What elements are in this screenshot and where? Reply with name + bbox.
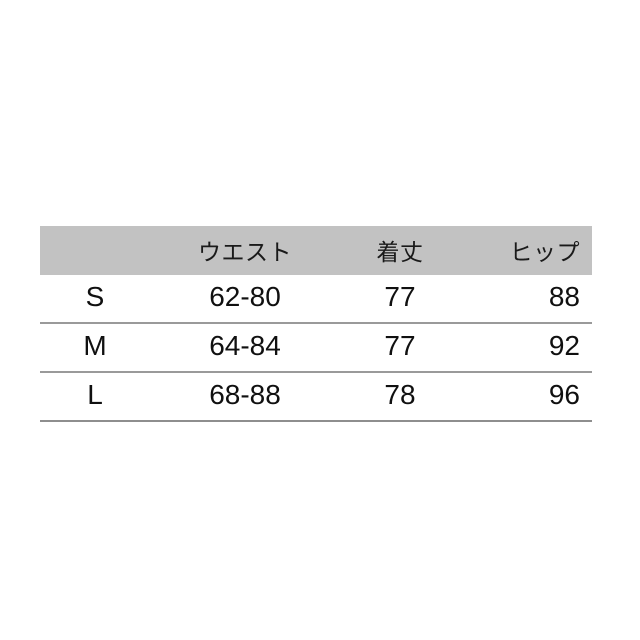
cell-size-value: L [87,379,103,410]
cell-size-value: M [83,330,107,361]
cell-hip: 92 [470,323,592,373]
table-row: L 68-88 78 96 [40,372,592,422]
cell-length: 77 [340,275,470,324]
cell-hip-value: 88 [548,281,580,312]
cell-size: L [40,372,160,422]
cell-length: 77 [340,323,470,373]
cell-hip: 88 [470,275,592,324]
column-header-waist-label: ウエスト [198,238,292,265]
size-chart-table: ウエスト 着丈 ヒップ S 62-80 77 [40,226,592,422]
cell-hip-value: 96 [548,379,580,410]
cell-waist-value: 68-88 [209,379,281,410]
cell-hip: 96 [470,372,592,422]
table-row: M 64-84 77 92 [40,323,592,373]
cell-length-value: 78 [384,379,416,410]
table-header: ウエスト 着丈 ヒップ [40,226,592,275]
cell-size: S [40,275,160,324]
column-header-waist: ウエスト [160,226,340,275]
cell-waist: 62-80 [160,275,340,324]
column-header-hip: ヒップ [470,226,592,275]
table-header-row: ウエスト 着丈 ヒップ [40,226,592,275]
cell-size: M [40,323,160,373]
column-header-length: 着丈 [340,226,470,275]
column-header-length-label: 着丈 [376,238,424,265]
cell-waist: 64-84 [160,323,340,373]
cell-length-value: 77 [384,281,416,312]
cell-waist-value: 64-84 [209,330,281,361]
cell-hip-value: 92 [548,330,580,361]
cell-waist: 68-88 [160,372,340,422]
cell-length: 78 [340,372,470,422]
cell-waist-value: 62-80 [209,281,281,312]
cell-length-value: 77 [384,330,416,361]
table-row: S 62-80 77 88 [40,275,592,324]
column-header-hip-label: ヒップ [509,238,580,265]
column-header-size [40,226,160,275]
table-body: S 62-80 77 88 M 64-84 [40,275,592,422]
cell-size-value: S [85,281,105,312]
